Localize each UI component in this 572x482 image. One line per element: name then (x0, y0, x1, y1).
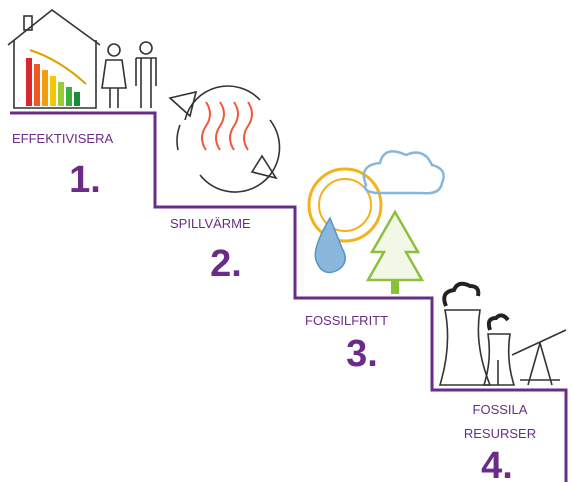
step-label: EFFEKTIVISERA (12, 131, 113, 146)
step-number: 2. (210, 243, 242, 285)
step-number: 3. (346, 333, 378, 375)
step-number: 1. (69, 159, 101, 201)
step-label: FOSSILA (473, 402, 528, 417)
step-label: RESURSER (464, 426, 536, 441)
fossil-icon (440, 284, 566, 385)
diagram: EFFEKTIVISERA 1. SPILLVÄRME 2. FOSSILFRI… (0, 0, 572, 482)
step-label: SPILLVÄRME (170, 216, 251, 231)
step-label: FOSSILFRITT (305, 313, 388, 328)
renewable-icon (309, 151, 444, 294)
house-icon (8, 10, 156, 108)
heat-recovery-icon (170, 86, 280, 192)
step-number: 4. (481, 445, 513, 482)
